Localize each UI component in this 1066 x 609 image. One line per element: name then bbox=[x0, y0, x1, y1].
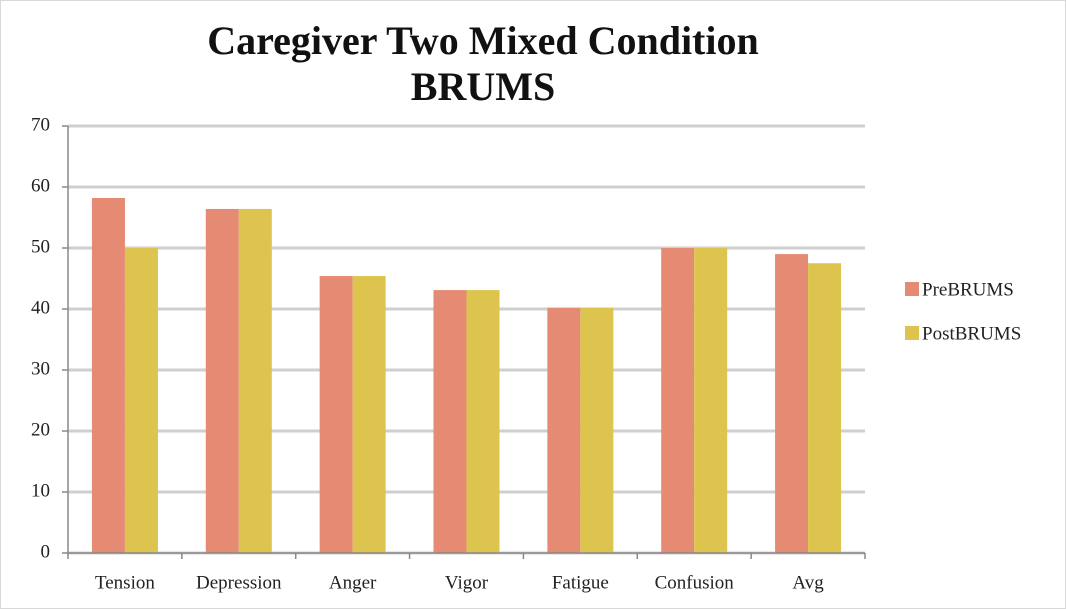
y-tick-label: 50 bbox=[31, 236, 50, 257]
y-tick-label: 30 bbox=[31, 358, 50, 379]
x-tick-label: Fatigue bbox=[552, 572, 609, 593]
x-tick-label: Confusion bbox=[655, 572, 735, 593]
y-tick-label: 60 bbox=[31, 175, 50, 196]
x-tick-label: Avg bbox=[792, 572, 824, 593]
bar bbox=[808, 263, 842, 553]
bar bbox=[352, 276, 386, 553]
bar bbox=[466, 290, 500, 553]
legend-swatch bbox=[905, 326, 919, 340]
bar bbox=[775, 254, 809, 553]
bar bbox=[124, 248, 158, 553]
bar bbox=[238, 208, 272, 553]
bar bbox=[91, 197, 125, 554]
x-tick-label: Vigor bbox=[445, 572, 489, 593]
chart-title: Caregiver Two Mixed Condition BRUMS bbox=[207, 18, 759, 109]
bar bbox=[694, 248, 728, 553]
bar bbox=[661, 248, 695, 553]
y-tick-label: 70 bbox=[31, 114, 50, 135]
x-tick-label: Depression bbox=[196, 572, 282, 593]
bar bbox=[319, 276, 353, 553]
y-tick-label: 10 bbox=[31, 480, 50, 501]
y-tick-label: 20 bbox=[31, 419, 50, 440]
legend-label: PreBRUMS bbox=[922, 279, 1014, 300]
legend-swatch bbox=[905, 282, 919, 296]
bar bbox=[205, 208, 239, 553]
y-tick-label: 0 bbox=[41, 541, 51, 562]
x-tick-label: Tension bbox=[95, 572, 155, 593]
x-tick-label: Anger bbox=[329, 572, 377, 593]
bar bbox=[580, 307, 614, 553]
bar bbox=[433, 290, 467, 553]
bar bbox=[547, 307, 581, 553]
y-tick-label: 40 bbox=[31, 297, 50, 318]
legend-label: PostBRUMS bbox=[922, 323, 1021, 344]
